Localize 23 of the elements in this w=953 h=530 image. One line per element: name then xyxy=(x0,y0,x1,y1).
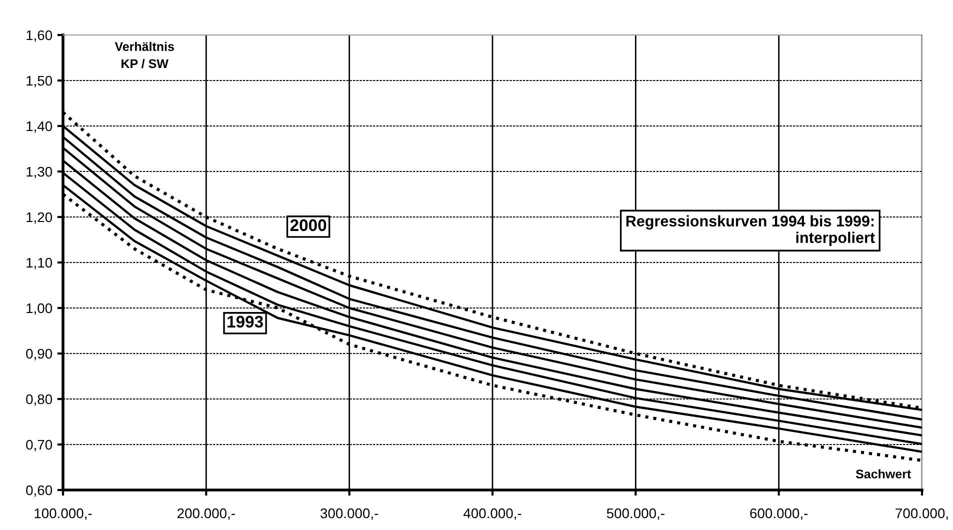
y-axis-title: Verhältnis KP / SW xyxy=(114,42,174,68)
x-tick-label: 200.000,- xyxy=(178,508,235,520)
y-tick-label: 1,20 xyxy=(26,212,52,224)
x-tick-label: 400.000,- xyxy=(463,508,522,520)
x-tick-label: 100.000,- xyxy=(34,508,92,520)
y-tick-label: 0,60 xyxy=(26,485,52,497)
x-tick-label: 600.000,- xyxy=(750,508,808,520)
y-tick-label: 1,60 xyxy=(26,30,52,42)
y-tick-label: 1,10 xyxy=(26,258,52,270)
annotation: 2000 xyxy=(290,219,326,232)
y-tick-label: 0,70 xyxy=(26,440,52,452)
y-tick-label: 1,00 xyxy=(26,303,52,315)
annotation: Regressionskurven 1994 bis 1999: interpoliert xyxy=(626,215,875,246)
y-tick-label: 0,80 xyxy=(26,394,52,406)
x-tick-label: 700.000, xyxy=(896,508,948,520)
y-tick-label: 0,90 xyxy=(26,348,52,360)
x-tick-label: 500.000,- xyxy=(606,508,664,520)
y-tick-label: 1,30 xyxy=(26,166,52,178)
y-tick-label: 1,50 xyxy=(26,76,52,88)
x-axis-title: Sachwert xyxy=(856,469,911,478)
x-tick-label: 300.000,- xyxy=(320,508,378,520)
y-tick-label: 1,40 xyxy=(26,121,52,133)
annotation: 1993 xyxy=(228,316,263,328)
